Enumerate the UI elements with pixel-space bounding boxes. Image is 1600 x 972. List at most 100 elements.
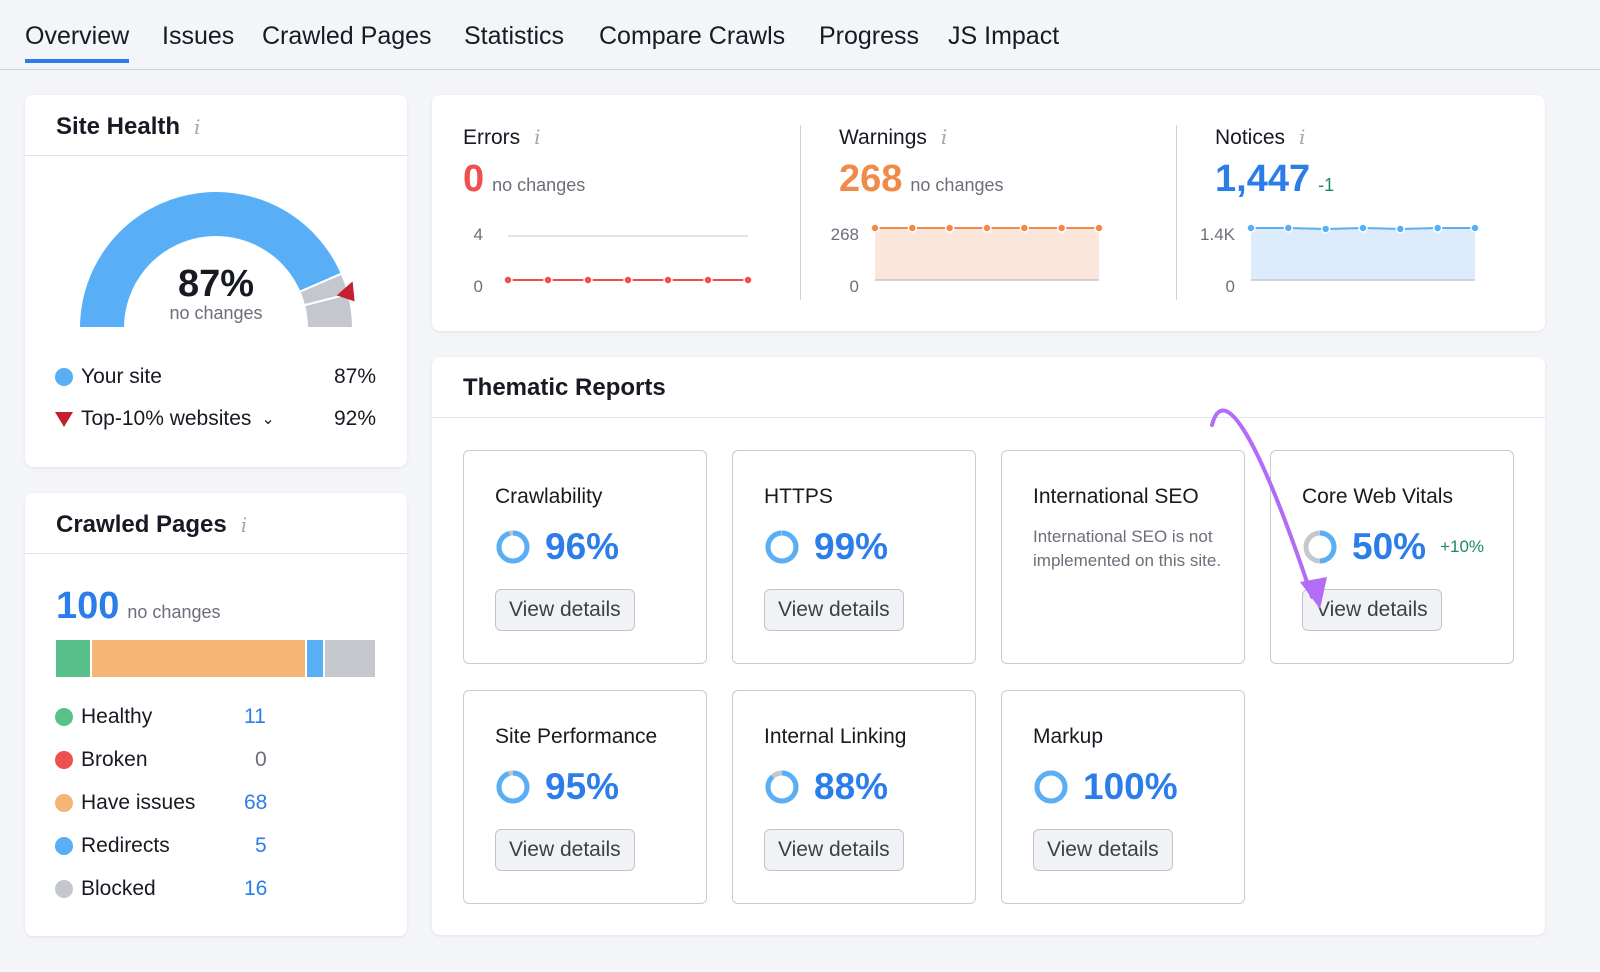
view-details-button[interactable]: View details [764,589,904,631]
metric-change: no changes [910,175,1004,195]
sparkline-point [1432,223,1443,233]
info-icon[interactable]: i [940,125,948,149]
metric-value[interactable]: 268 [839,158,903,200]
sparkline-point [543,275,553,285]
gauge-your-site-arc [77,190,344,329]
metric-warnings: Warnings i 268 no changes [839,125,1004,200]
score-ring-icon [496,530,530,564]
report-description: International SEO is not implemented on … [1033,527,1222,570]
crawled-count-link[interactable]: 16 [244,877,268,900]
view-details-button[interactable]: View details [495,829,635,871]
sparkline-point [1056,223,1067,233]
report-card-site-performance: Site Performance 95% View details [463,690,707,904]
crawled-count-link: 0 [255,748,267,771]
view-details-button[interactable]: View details [1033,829,1173,871]
bar-segment-healthy[interactable] [56,640,91,677]
axis-top-label: 1.4K [1200,225,1235,244]
report-name: Crawlability [495,485,603,508]
report-card-international-seo: International SEO International SEO is no… [1001,450,1245,664]
score-ring-icon [1303,530,1337,564]
score-ring-icon [1034,770,1068,804]
info-icon[interactable]: i [194,115,201,139]
annotation-arrow-icon [1210,408,1327,609]
legend-your-site: Your site [55,365,162,389]
metric-change: -1 [1318,175,1335,195]
metric-value[interactable]: 0 [463,158,485,200]
crawled-pages-change: no changes [127,602,221,622]
sparkline-point [1019,223,1030,233]
tab-progress[interactable]: Progress [819,22,920,50]
sparkline-point [743,275,753,285]
gauge-remaining-arc [302,292,355,329]
report-card-internal-linking: Internal Linking 88% View details [732,690,976,904]
bar-segment-blocked[interactable] [324,640,376,677]
sparkline-point [944,223,955,233]
tab-statistics[interactable]: Statistics [464,22,565,50]
sparkline-point [663,275,673,285]
crawled-count-link[interactable]: 11 [244,705,266,728]
legend-top10-dropdown[interactable]: Top-10% websites ⌄ [55,407,275,431]
tab-compare-crawls[interactable]: Compare Crawls [599,22,786,50]
info-icon[interactable]: i [1299,125,1306,149]
tab-issues[interactable]: Issues [162,22,235,50]
view-details-button[interactable]: View details [495,589,635,631]
metric-notices: Notices i 1,447 -1 [1215,125,1335,200]
report-name: Internal Linking [764,725,907,748]
report-name: Core Web Vitals [1302,485,1453,508]
sparkline-errors [503,235,753,285]
sparkline-point [1470,223,1480,233]
red-triangle-icon [55,411,73,427]
top10-value: 92% [333,407,376,430]
report-delta: +10% [1440,537,1485,556]
top10-marker-icon [336,281,355,302]
tab-js-impact[interactable]: JS Impact [948,22,1060,50]
metric-change: no changes [492,175,586,195]
crawled-count-link[interactable]: 68 [244,791,268,814]
status-dot-icon [55,880,73,898]
view-details-button[interactable]: View details [1302,589,1442,631]
site-health-card: Site Health i 87% no changes Your site 87… [25,95,407,467]
report-card-crawlability: Crawlability 96% View details [463,450,707,664]
crawled-pages-total[interactable]: 100 [56,585,120,627]
bar-segment-have-issues[interactable] [92,640,306,677]
legend-item: Have issues [55,791,195,815]
status-dot-icon [55,794,73,812]
site-health-gauge [77,190,355,329]
sparkline-point [1246,223,1256,233]
site-health-value: 87% [177,263,255,305]
report-card-core-web-vitals: Core Web Vitals 50% +10% View details [1270,450,1514,664]
crawled-count-link[interactable]: 5 [255,834,267,857]
score-ring-icon [765,770,799,804]
report-name: Site Performance [495,725,658,748]
site-health-title: Site Health i [56,113,201,140]
metric-value[interactable]: 1,447 [1215,158,1311,200]
legend-item: Blocked [55,877,156,901]
site-health-change: no changes [169,303,263,323]
thematic-reports-card: Thematic Reports Crawlability 96% View de… [432,357,1545,935]
sparkline-point [1358,223,1368,233]
score-ring-icon [496,770,530,804]
tab-crawled-pages[interactable]: Crawled Pages [262,22,432,50]
crawled-pages-bar [56,640,376,677]
thematic-reports-title: Thematic Reports [463,374,666,401]
sparkline-point [1283,223,1294,233]
report-name: International SEO [1033,485,1199,508]
legend-item: Broken [55,748,148,772]
sparkline-point [1320,224,1331,234]
chevron-down-icon: ⌄ [261,411,275,428]
info-icon[interactable]: i [240,513,248,537]
bar-segment-redirects[interactable] [307,640,323,677]
axis-bottom-label: 0 [849,277,859,296]
report-score: 99% [814,526,889,567]
report-score: 96% [545,526,620,567]
info-icon[interactable]: i [534,125,541,149]
tab-overview[interactable]: Overview [25,22,130,63]
report-score: 100% [1083,766,1178,807]
status-dot-icon [55,837,73,855]
view-details-button[interactable]: View details [764,829,904,871]
report-score: 95% [545,766,620,807]
report-card-markup: Markup 100% View details [1001,690,1245,904]
your-site-value: 87% [333,365,376,388]
issues-summary-card: Errors i 0 no changes 4 0 Warnings i 268 no … [432,95,1545,331]
tab-bar: Overview Issues Crawled Pages Statistics… [0,0,1600,70]
